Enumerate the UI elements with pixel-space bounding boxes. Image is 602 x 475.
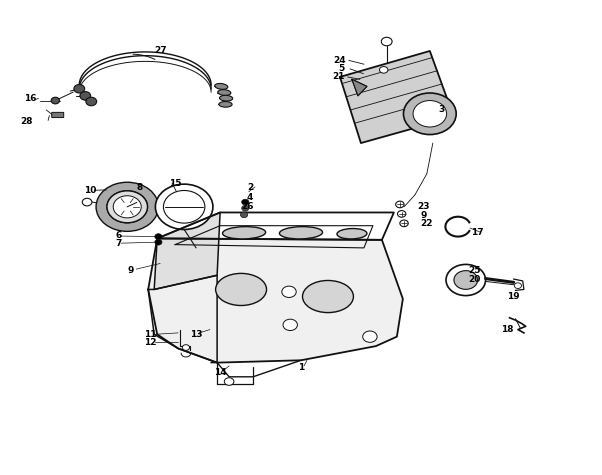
Ellipse shape [302, 280, 353, 313]
Ellipse shape [216, 274, 267, 305]
Wedge shape [96, 182, 158, 231]
Circle shape [282, 286, 296, 297]
Text: 22: 22 [421, 219, 433, 228]
Ellipse shape [220, 95, 233, 101]
Circle shape [155, 239, 162, 245]
Circle shape [363, 331, 377, 342]
Text: 27: 27 [154, 47, 167, 56]
Circle shape [182, 345, 190, 351]
Text: 19: 19 [507, 292, 520, 301]
Text: 26: 26 [241, 202, 253, 211]
Text: 25: 25 [468, 266, 481, 275]
Text: 23: 23 [418, 202, 430, 211]
Text: 1: 1 [298, 363, 304, 372]
Circle shape [454, 271, 477, 289]
Circle shape [283, 319, 297, 331]
Polygon shape [148, 238, 403, 362]
Circle shape [400, 220, 408, 227]
Text: 11: 11 [144, 330, 157, 339]
Text: 17: 17 [471, 228, 484, 238]
Ellipse shape [223, 227, 265, 239]
Circle shape [163, 190, 205, 223]
Text: 7: 7 [115, 238, 122, 247]
Ellipse shape [219, 102, 232, 107]
Text: 9: 9 [127, 266, 134, 275]
Ellipse shape [279, 227, 323, 239]
Circle shape [403, 93, 456, 134]
Text: 5: 5 [338, 65, 344, 74]
Text: 13: 13 [190, 330, 202, 339]
Circle shape [80, 92, 91, 100]
Circle shape [381, 37, 392, 46]
Circle shape [514, 283, 521, 288]
Circle shape [155, 234, 162, 239]
Circle shape [51, 97, 60, 104]
Text: 6: 6 [115, 231, 122, 240]
Text: 24: 24 [334, 56, 346, 65]
Circle shape [241, 205, 249, 211]
Polygon shape [352, 79, 367, 96]
Text: 10: 10 [84, 186, 96, 195]
Circle shape [74, 85, 85, 93]
Circle shape [396, 201, 404, 208]
Polygon shape [340, 51, 454, 143]
Circle shape [413, 101, 447, 127]
Text: 16: 16 [24, 94, 36, 103]
Circle shape [113, 196, 141, 218]
Circle shape [82, 198, 92, 206]
Text: 12: 12 [144, 338, 157, 347]
Text: 15: 15 [169, 179, 181, 188]
FancyBboxPatch shape [52, 113, 64, 117]
Polygon shape [154, 212, 220, 289]
Circle shape [397, 210, 406, 217]
Text: 9: 9 [421, 211, 427, 220]
Ellipse shape [337, 228, 367, 239]
Text: 21: 21 [332, 73, 344, 81]
Circle shape [446, 265, 486, 295]
Circle shape [86, 97, 97, 106]
Ellipse shape [218, 90, 231, 95]
Text: 14: 14 [214, 368, 226, 377]
Text: 28: 28 [20, 117, 33, 126]
Text: 18: 18 [501, 325, 514, 334]
Ellipse shape [215, 84, 228, 89]
Circle shape [240, 212, 247, 218]
Circle shape [379, 66, 388, 73]
Text: 8: 8 [136, 183, 142, 192]
Circle shape [241, 199, 249, 205]
Circle shape [107, 191, 147, 223]
Text: 4: 4 [247, 193, 253, 202]
Text: 3: 3 [439, 105, 445, 114]
Text: 20: 20 [468, 275, 481, 284]
Circle shape [225, 378, 234, 385]
Text: 2: 2 [247, 183, 253, 192]
Circle shape [155, 184, 213, 229]
